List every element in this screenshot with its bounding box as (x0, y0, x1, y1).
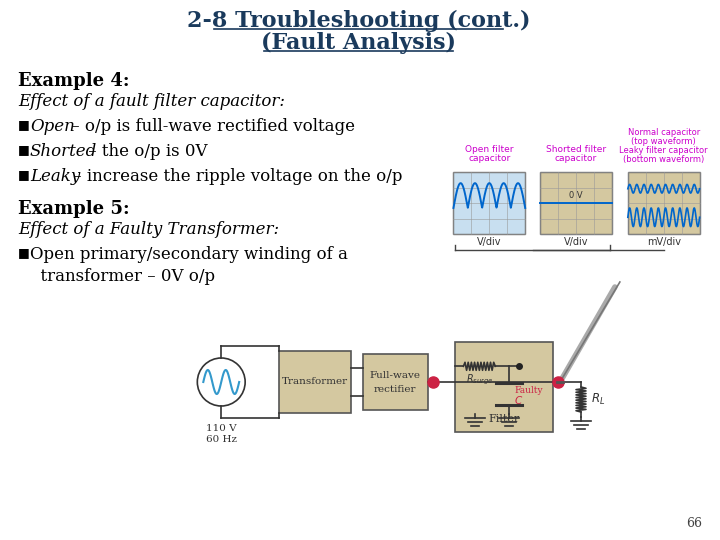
Text: Open: Open (30, 118, 75, 135)
Text: C: C (514, 396, 521, 406)
Text: Open filter: Open filter (465, 145, 513, 154)
Text: (Fault Analysis): (Fault Analysis) (261, 32, 456, 54)
Text: – o/p is full-wave rectified voltage: – o/p is full-wave rectified voltage (66, 118, 355, 135)
Text: ■: ■ (18, 118, 30, 131)
Text: capacitor: capacitor (468, 154, 510, 163)
Text: Example 4:: Example 4: (18, 72, 130, 90)
FancyBboxPatch shape (454, 172, 525, 234)
Text: (top waveform): (top waveform) (631, 137, 696, 146)
Text: – increase the ripple voltage on the o/p: – increase the ripple voltage on the o/p (68, 168, 402, 185)
FancyBboxPatch shape (279, 351, 351, 413)
Text: 110 V: 110 V (206, 424, 237, 433)
Text: 0 V: 0 V (570, 191, 582, 200)
Text: Effect of a fault filter capacitor:: Effect of a fault filter capacitor: (18, 93, 285, 110)
Text: Normal capacitor: Normal capacitor (628, 128, 700, 137)
Text: Shorted: Shorted (30, 143, 97, 160)
Text: $R_{surge}$: $R_{surge}$ (466, 372, 493, 387)
Text: (bottom waveform): (bottom waveform) (623, 155, 704, 164)
Text: ■: ■ (18, 168, 30, 181)
Text: capacitor: capacitor (555, 154, 597, 163)
Text: ■: ■ (18, 143, 30, 156)
Text: Example 5:: Example 5: (18, 200, 130, 218)
Text: Shorted filter: Shorted filter (546, 145, 606, 154)
Text: 66: 66 (687, 517, 703, 530)
Text: Leaky filter capacitor: Leaky filter capacitor (619, 146, 708, 155)
FancyBboxPatch shape (456, 342, 553, 432)
Text: Open primary/secondary winding of a: Open primary/secondary winding of a (30, 246, 348, 263)
FancyBboxPatch shape (363, 354, 428, 410)
Text: 2-8 Troubleshooting (cont.): 2-8 Troubleshooting (cont.) (187, 10, 531, 32)
Text: Effect of a Faulty Transformer:: Effect of a Faulty Transformer: (18, 221, 279, 238)
Text: 60 Hz: 60 Hz (206, 435, 237, 444)
Text: – the o/p is 0V: – the o/p is 0V (83, 143, 207, 160)
Text: transformer – 0V o/p: transformer – 0V o/p (30, 268, 215, 285)
Text: rectifier: rectifier (374, 384, 416, 394)
Text: Transformer: Transformer (282, 377, 348, 387)
Text: Filter: Filter (489, 414, 520, 424)
Text: V/div: V/div (564, 237, 588, 247)
Text: V/div: V/div (477, 237, 502, 247)
Text: Leaky: Leaky (30, 168, 80, 185)
Text: Full-wave: Full-wave (369, 370, 420, 380)
FancyBboxPatch shape (628, 172, 700, 234)
Text: ■: ■ (18, 246, 30, 259)
Text: $R_L$: $R_L$ (591, 392, 606, 407)
FancyBboxPatch shape (540, 172, 612, 234)
Text: mV/div: mV/div (647, 237, 680, 247)
Text: Faulty: Faulty (514, 386, 543, 395)
